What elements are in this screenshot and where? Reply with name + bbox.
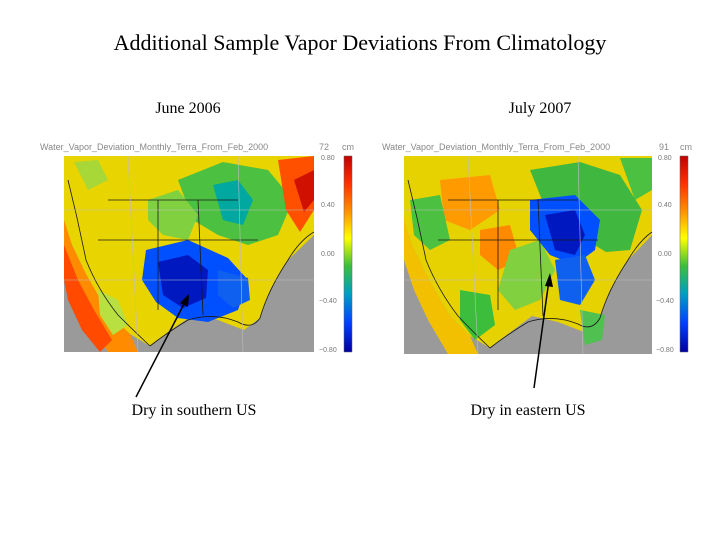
colorbar-tick: −0.40 bbox=[319, 298, 337, 305]
colorbar-tick: −0.40 bbox=[656, 298, 674, 305]
arrowhead-eastern-us bbox=[545, 273, 553, 287]
north-america-deviation-map bbox=[64, 156, 314, 352]
map-title: Water_Vapor_Deviation_Monthly_Terra_From… bbox=[382, 142, 610, 152]
month-marker: 72 bbox=[319, 142, 329, 152]
colorbar-tick-min: −0.80 bbox=[319, 347, 337, 354]
caption-dry-southern-us: Dry in southern US bbox=[131, 402, 257, 419]
colorbar-unit: cm bbox=[680, 142, 692, 152]
panel-label-july-2007: July 2007 bbox=[508, 100, 572, 117]
colorbar-tick-max: 0.80 bbox=[321, 155, 335, 162]
colorbar-tick: 0.40 bbox=[658, 202, 672, 209]
colorbar bbox=[343, 155, 353, 353]
coastline-boundaries bbox=[407, 179, 653, 349]
lat-lon-grid bbox=[64, 155, 314, 353]
slide-title: Additional Sample Vapor Deviations From … bbox=[113, 30, 607, 55]
north-america-deviation-map bbox=[404, 156, 652, 354]
colorbar-tick-zero: 0.00 bbox=[658, 251, 672, 258]
panel-label-june-2006: June 2006 bbox=[155, 100, 221, 117]
arrow-line-eastern-us bbox=[533, 279, 550, 389]
lat-lon-grid bbox=[404, 155, 652, 355]
arrow-line-southern-us bbox=[135, 299, 187, 398]
caption-dry-eastern-us: Dry in eastern US bbox=[470, 402, 586, 419]
month-marker: 91 bbox=[659, 142, 669, 152]
colorbar-tick: 0.40 bbox=[321, 202, 335, 209]
map-title: Water_Vapor_Deviation_Monthly_Terra_From… bbox=[40, 142, 268, 152]
map-panel-july-2007: Water_Vapor_Deviation_Monthly_Terra_From… bbox=[380, 140, 720, 358]
colorbar-unit: cm bbox=[342, 142, 354, 152]
map-panel-june-2006: Water_Vapor_Deviation_Monthly_Terra_From… bbox=[38, 140, 378, 358]
colorbar-tick-max: 0.80 bbox=[658, 155, 672, 162]
colorbar bbox=[679, 155, 689, 353]
colorbar-tick-min: −0.80 bbox=[656, 347, 674, 354]
colorbar-tick-zero: 0.00 bbox=[321, 251, 335, 258]
arrowhead-southern-us bbox=[180, 294, 189, 307]
coastline-boundaries bbox=[67, 179, 315, 347]
